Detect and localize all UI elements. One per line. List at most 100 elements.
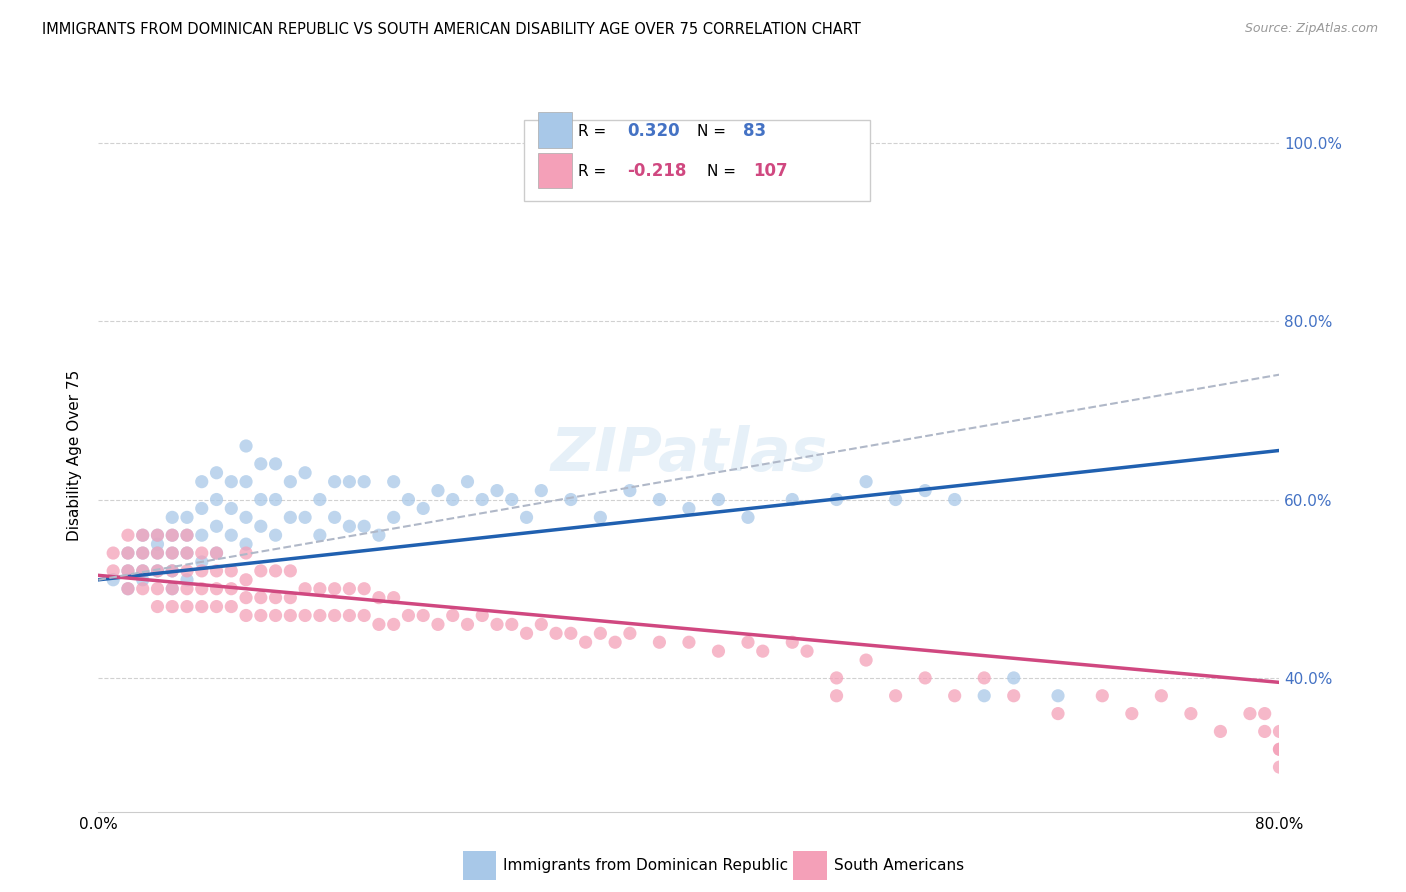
Point [368, 528, 391, 542]
Point [368, 591, 391, 605]
Point [235, 573, 257, 587]
Point [368, 617, 391, 632]
Point [191, 546, 214, 560]
Point [191, 564, 214, 578]
Point [884, 492, 907, 507]
Point [751, 644, 773, 658]
Point [782, 492, 804, 507]
Point [294, 582, 316, 596]
Point [205, 466, 228, 480]
Point [146, 546, 169, 560]
Point [1046, 706, 1069, 721]
Text: -0.218: -0.218 [627, 162, 686, 180]
Point [1150, 689, 1173, 703]
Point [132, 546, 155, 560]
Point [589, 510, 612, 524]
Point [855, 653, 877, 667]
Point [515, 510, 537, 524]
Point [235, 475, 257, 489]
Point [278, 608, 302, 623]
Point [117, 582, 139, 596]
Point [235, 510, 257, 524]
Point [1268, 760, 1291, 774]
Point [678, 635, 700, 649]
Point [353, 475, 375, 489]
Point [176, 546, 198, 560]
Point [176, 599, 198, 614]
Point [146, 599, 169, 614]
Point [471, 492, 494, 507]
Point [294, 608, 316, 623]
Point [191, 599, 214, 614]
Point [515, 626, 537, 640]
Point [382, 617, 405, 632]
Point [825, 492, 848, 507]
Text: N =: N = [697, 124, 731, 138]
Point [471, 608, 494, 623]
Point [1254, 724, 1277, 739]
Point [250, 608, 273, 623]
Point [103, 564, 125, 578]
Point [103, 546, 125, 560]
Point [146, 528, 169, 542]
Point [250, 591, 273, 605]
Point [1121, 706, 1143, 721]
Point [176, 582, 198, 596]
Point [219, 475, 242, 489]
Point [235, 546, 257, 560]
Point [427, 483, 450, 498]
Point [396, 492, 419, 507]
Text: 107: 107 [754, 162, 787, 180]
Point [250, 519, 273, 533]
Point [1091, 689, 1114, 703]
Point [1254, 706, 1277, 721]
Point [264, 492, 287, 507]
Text: 83: 83 [744, 122, 766, 140]
Point [205, 546, 228, 560]
Point [323, 608, 346, 623]
Point [323, 510, 346, 524]
Text: Source: ZipAtlas.com: Source: ZipAtlas.com [1244, 22, 1378, 36]
Point [396, 608, 419, 623]
Point [264, 457, 287, 471]
Point [162, 510, 183, 524]
Point [278, 564, 302, 578]
Point [678, 501, 700, 516]
Point [219, 582, 242, 596]
Point [250, 457, 273, 471]
Point [235, 439, 257, 453]
Point [219, 528, 242, 542]
Point [264, 608, 287, 623]
Point [205, 546, 228, 560]
Point [235, 537, 257, 551]
Point [323, 475, 346, 489]
Point [560, 492, 582, 507]
Point [914, 671, 936, 685]
Point [412, 608, 434, 623]
Point [205, 519, 228, 533]
Point [132, 528, 155, 542]
Point [294, 510, 316, 524]
Point [707, 644, 730, 658]
Point [176, 510, 198, 524]
Point [219, 564, 242, 578]
Point [235, 591, 257, 605]
Point [146, 546, 169, 560]
Point [162, 564, 183, 578]
Point [117, 546, 139, 560]
Point [1209, 724, 1232, 739]
Point [782, 635, 804, 649]
Point [132, 564, 155, 578]
Text: Immigrants from Dominican Republic: Immigrants from Dominican Republic [503, 858, 789, 872]
Point [973, 671, 995, 685]
Point [162, 599, 183, 614]
Text: N =: N = [707, 164, 741, 178]
Text: South Americans: South Americans [834, 858, 965, 872]
Point [250, 564, 273, 578]
Point [943, 492, 966, 507]
Point [162, 546, 183, 560]
Point [205, 582, 228, 596]
Point [146, 564, 169, 578]
Point [619, 483, 641, 498]
Point [219, 599, 242, 614]
